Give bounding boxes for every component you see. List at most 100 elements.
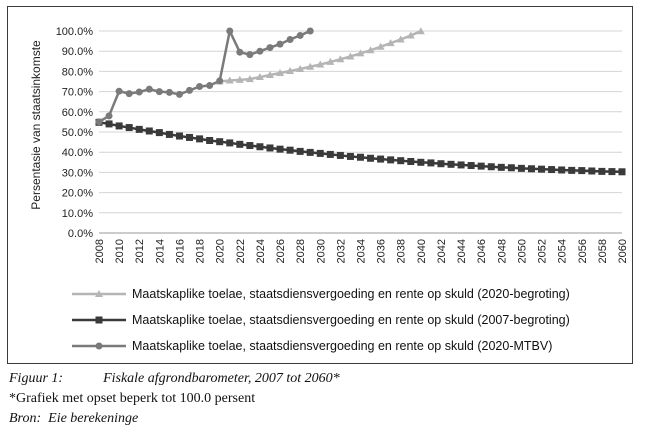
data-point — [296, 64, 305, 72]
data-point — [125, 90, 133, 98]
line-chart: 0.0% 10.0% 20.0% 30.0% 40.0% 50.0% 60.0% 70.0% 8… — [29, 26, 629, 353]
y-tick-label: 100.0% — [56, 26, 94, 38]
data-point — [387, 156, 395, 164]
data-point — [316, 60, 325, 68]
data-point — [366, 46, 375, 54]
data-point — [377, 155, 385, 163]
x-tick-label: 2040 — [416, 239, 428, 263]
x-tick-label: 2016 — [174, 239, 186, 263]
data-point — [165, 88, 173, 96]
data-point — [427, 159, 435, 167]
data-point — [286, 146, 294, 154]
series-layer — [95, 27, 626, 176]
x-tick-label: 2050 — [516, 239, 528, 263]
x-tick-label: 2034 — [356, 239, 368, 263]
data-point — [115, 122, 123, 130]
grid-layer — [99, 30, 622, 214]
data-point — [457, 161, 465, 169]
legend-marker — [95, 342, 103, 350]
x-tick-label: 2048 — [496, 239, 508, 263]
x-tick-label: 2010 — [114, 239, 126, 263]
data-point — [196, 83, 204, 91]
data-point — [286, 35, 294, 43]
y-tick-label: 10.0% — [62, 208, 93, 220]
data-point — [245, 75, 254, 83]
data-point — [266, 144, 274, 152]
legend-marker — [95, 290, 103, 297]
data-point — [357, 153, 364, 161]
data-point — [145, 127, 153, 135]
x-tick-label: 2030 — [315, 239, 327, 263]
chart-frame: 0.0% 10.0% 20.0% 30.0% 40.0% 50.0% 60.0% 70.0% 8… — [7, 6, 633, 364]
data-point — [286, 66, 295, 74]
data-point — [326, 57, 335, 65]
x-tick-label: 2020 — [215, 239, 227, 263]
x-tick-label: 2044 — [456, 239, 468, 263]
data-point — [255, 73, 264, 81]
data-point — [477, 162, 485, 170]
legend-label: Maatskaplike toelae, staatsdiensvergoedi… — [132, 339, 552, 353]
data-point — [548, 166, 556, 174]
x-tick-label: 2060 — [617, 239, 629, 263]
x-tick-label: 2014 — [154, 239, 166, 263]
data-point — [568, 166, 576, 174]
data-point — [225, 76, 234, 84]
data-point — [296, 31, 304, 39]
data-point — [487, 163, 495, 171]
y-tick-label: 80.0% — [62, 66, 93, 78]
y-tick-label: 40.0% — [62, 147, 93, 159]
data-point — [276, 145, 284, 153]
data-point — [346, 52, 355, 60]
x-tick-label: 2024 — [255, 239, 267, 263]
series-0 — [215, 27, 425, 85]
legend-label: Maatskaplike toelae, staatsdiensvergoedi… — [132, 287, 570, 301]
y-axis-title: Persentasie van staatsinkomste — [29, 40, 43, 210]
data-point — [276, 40, 284, 48]
data-point — [336, 55, 345, 63]
data-point — [206, 136, 214, 144]
x-tick-label: 2036 — [376, 239, 388, 263]
x-tick-label: 2028 — [295, 239, 307, 263]
data-point — [155, 129, 163, 137]
data-point — [266, 44, 274, 52]
data-point — [447, 160, 455, 168]
data-point — [196, 135, 204, 143]
data-point — [246, 51, 254, 59]
data-point — [376, 42, 385, 50]
data-point — [296, 147, 304, 155]
data-point — [256, 47, 264, 55]
data-point — [236, 140, 244, 148]
x-tick-label: 2012 — [134, 239, 146, 263]
y-tick-label: 20.0% — [62, 188, 93, 200]
source-label: Bron: — [9, 411, 42, 426]
data-point — [618, 168, 626, 176]
data-point — [95, 118, 103, 126]
series-2 — [95, 27, 314, 126]
data-point — [356, 49, 365, 57]
data-point — [256, 143, 264, 151]
data-point — [246, 142, 254, 150]
data-point — [497, 163, 505, 171]
data-point — [235, 75, 244, 83]
data-point — [216, 77, 224, 85]
y-tick-label: 60.0% — [62, 107, 93, 119]
data-point — [467, 162, 475, 170]
data-point — [578, 167, 586, 175]
data-point — [416, 27, 425, 35]
x-tick-label: 2032 — [335, 239, 347, 263]
data-point — [226, 27, 234, 35]
x-tick-label: 2052 — [537, 239, 549, 263]
data-point — [326, 150, 334, 158]
data-point — [608, 168, 616, 176]
legend-item: Maatskaplike toelae, staatsdiensvergoedi… — [72, 339, 552, 353]
x-tick-label: 2022 — [235, 239, 247, 263]
series-line — [98, 29, 311, 123]
data-point — [397, 157, 405, 165]
y-tick-label: 70.0% — [62, 87, 93, 99]
data-point — [236, 48, 244, 56]
data-point — [406, 31, 415, 39]
x-tick-label: 2058 — [597, 239, 609, 263]
data-point — [316, 149, 324, 157]
x-tick-label: 2026 — [275, 239, 287, 263]
figure-title: Fiskale afgrondbarometer, 2007 tot 2060* — [103, 371, 340, 386]
